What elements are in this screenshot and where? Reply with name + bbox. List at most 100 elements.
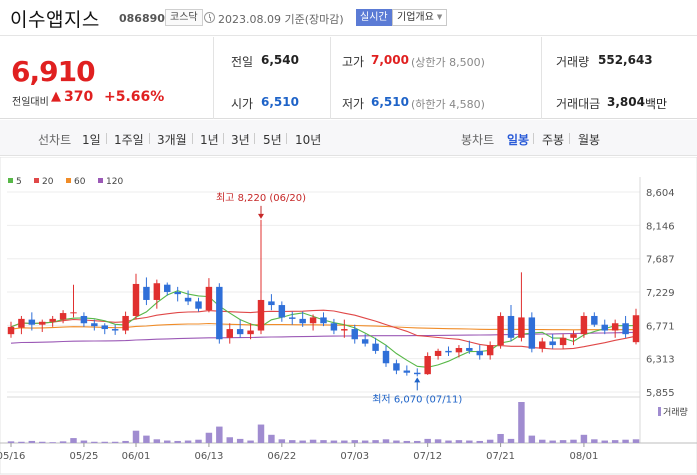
tab-1d[interactable]: 1일	[82, 133, 101, 147]
volume-bar	[153, 439, 161, 443]
y-tick-label: 6,313	[646, 355, 675, 366]
divider	[330, 37, 331, 119]
open-label: 시가	[231, 97, 254, 111]
realtime-button[interactable]: 실시간	[356, 9, 392, 26]
volume-bar	[414, 440, 421, 443]
tab-3m[interactable]: 3개월	[157, 133, 187, 147]
change-percent: +5.66%	[104, 89, 165, 105]
x-tick-label: 06/13	[195, 451, 224, 462]
volume-bar	[18, 441, 25, 443]
candle-body	[153, 283, 161, 300]
volume-bar	[455, 440, 463, 443]
candle-body	[216, 286, 223, 340]
volume-bar	[205, 432, 213, 443]
tab-weekly[interactable]: 주봉	[542, 133, 565, 147]
candle-body	[455, 347, 463, 353]
tab-1w[interactable]: 1주일	[114, 133, 144, 147]
volume-bar	[247, 440, 254, 443]
tab-separator	[192, 133, 193, 144]
change-label: 전일대비	[12, 97, 49, 108]
x-tick-label: 05/16	[0, 451, 25, 462]
company-overview-label: 기업개요	[397, 12, 434, 23]
legend-swatch	[98, 178, 103, 183]
base-date: 2023.08.09 기준(장마감)	[218, 13, 344, 26]
x-tick-label: 07/12	[413, 451, 442, 462]
x-tick-label: 05/25	[70, 451, 99, 462]
tab-separator	[149, 133, 150, 144]
candle-body	[549, 341, 556, 346]
prev-close-value: 6,540	[261, 53, 299, 67]
tab-daily[interactable]: 일봉	[507, 133, 530, 147]
candle-body	[320, 317, 327, 324]
candle-body	[278, 305, 286, 318]
lower-limit: (하한가 4,580)	[411, 98, 485, 111]
min-annotation: 최저 6,070 (07/11)	[372, 393, 462, 405]
candle-body	[497, 315, 504, 346]
legend-label: 60	[74, 177, 86, 187]
candle-body	[539, 341, 546, 349]
candle-body	[59, 313, 67, 320]
volume-bar	[7, 441, 15, 443]
candle-body	[591, 315, 598, 325]
tab-10y[interactable]: 10년	[295, 133, 322, 147]
candle-body	[18, 318, 25, 328]
candle-body	[132, 283, 140, 316]
min-arrow-head	[414, 377, 421, 383]
company-overview-button[interactable]: 기업개요 ▼	[392, 9, 448, 26]
x-tick-label: 07/21	[486, 451, 515, 462]
volume-bar	[49, 442, 56, 443]
candle-body	[632, 315, 640, 343]
candle-body	[164, 284, 171, 292]
upper-limit: (상한가 8,500)	[411, 56, 485, 69]
volume-bar	[101, 441, 108, 443]
candle-body	[486, 345, 494, 356]
high-label: 고가	[342, 55, 365, 69]
candle-body	[7, 326, 15, 335]
candle-body	[414, 372, 421, 375]
volume-bar	[507, 438, 515, 443]
y-tick-label: 5,855	[646, 388, 675, 399]
volume-bar	[132, 430, 140, 443]
volume-label: 거래량	[556, 55, 590, 69]
volume-bar	[434, 439, 442, 443]
candle-body	[111, 329, 119, 331]
volume-bar	[445, 440, 452, 443]
volume-bar	[174, 440, 181, 443]
volume-bar	[226, 437, 233, 443]
max-annotation: 최고 8,220 (06/20)	[216, 192, 306, 204]
candle-body	[393, 363, 400, 371]
candle-body	[570, 334, 577, 338]
volume-label: 거래량	[663, 406, 688, 418]
candle-body	[382, 350, 390, 364]
high-value: 7,000	[371, 53, 409, 67]
tab-5y[interactable]: 5년	[263, 133, 282, 147]
volume-bar	[611, 440, 619, 443]
y-tick-label: 8,146	[646, 221, 675, 232]
price-chart[interactable]: 5 20 60 120 8,604 8,146 7,687 7,229 6,771 6,313 5,…	[0, 156, 697, 475]
candle-body	[361, 339, 369, 344]
line-chart-label: 선차트	[38, 133, 72, 147]
max-arrow-head	[258, 213, 264, 219]
tab-monthly[interactable]: 월봉	[578, 133, 601, 147]
legend-label: 120	[106, 177, 123, 187]
volume-bar	[184, 440, 192, 443]
tab-3y[interactable]: 3년	[231, 133, 250, 147]
tab-separator	[569, 133, 570, 144]
y-tick-label: 7,229	[646, 288, 675, 299]
tab-separator	[223, 133, 224, 144]
candle-body	[372, 343, 379, 351]
volume-bar	[601, 440, 608, 443]
candle-body	[445, 350, 452, 353]
volume-bar	[309, 439, 317, 443]
tab-1y[interactable]: 1년	[200, 133, 219, 147]
candle-body	[424, 355, 431, 375]
candle-body	[466, 347, 473, 351]
volume-bar	[289, 440, 296, 443]
volume-bar	[632, 439, 640, 443]
y-tick-label: 6,771	[646, 321, 675, 332]
candle-chart-label: 봉차트	[461, 133, 495, 147]
chevron-down-icon: ▼	[436, 13, 443, 21]
volume-bar	[59, 441, 67, 443]
volume-bar	[330, 440, 338, 443]
volume-bar	[393, 440, 400, 443]
